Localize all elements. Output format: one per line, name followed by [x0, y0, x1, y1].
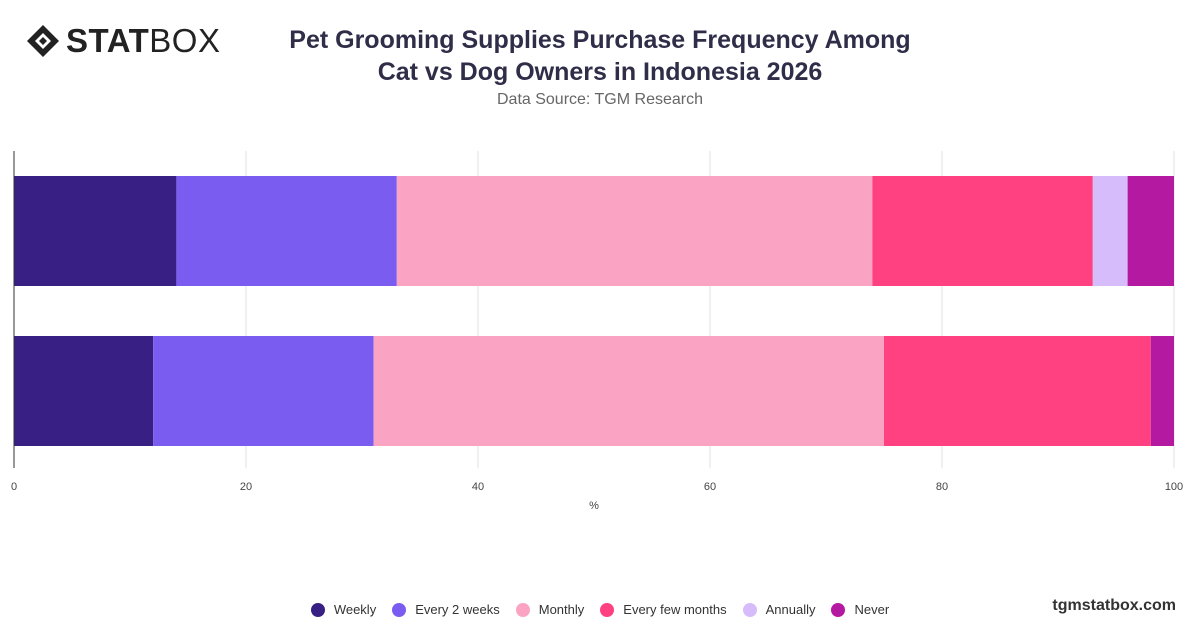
legend-label: Every 2 weeks [415, 602, 500, 617]
bar-segment [153, 336, 374, 446]
legend-label: Every few months [623, 602, 727, 617]
legend-item: Weekly [310, 602, 377, 617]
bar-segment [14, 336, 154, 446]
logo-diamond-icon [27, 25, 59, 57]
legend-item: Never [831, 602, 889, 617]
x-tick-label: 0 [11, 481, 17, 493]
chart-title-line-2: Cat vs Dog Owners in Indonesia 2026 [377, 58, 823, 86]
legend-swatch [392, 602, 407, 617]
legend-item: Every 2 weeks [392, 602, 500, 617]
bar-segment [1150, 336, 1174, 446]
bar-segment [176, 176, 397, 286]
legend-item: Every few months [600, 602, 727, 617]
legend-swatch [742, 602, 757, 617]
logo-text-bold: STAT [66, 22, 150, 59]
bar-segment [1092, 176, 1128, 286]
chart-plot: 0 20 40 60 80 100% [11, 151, 1183, 512]
legend-label: Weekly [333, 602, 377, 617]
x-axis-label: % [589, 500, 599, 512]
legend-label: Monthly [538, 602, 585, 617]
x-tick-label: 20 [240, 481, 252, 493]
x-tick-label: 60 [704, 481, 716, 493]
bar-segment [373, 336, 884, 446]
bar-segment [396, 176, 873, 286]
chart-legend: Weekly Every 2 weeks Monthly Every few mont… [0, 602, 1200, 617]
bar-segment [1127, 176, 1174, 286]
bar-segment [884, 336, 1151, 446]
legend-swatch [310, 602, 325, 617]
brand-logo: STATBOX [26, 22, 220, 60]
logo-text-light: BOX [149, 22, 221, 59]
legend-item: Annually [742, 602, 816, 617]
legend-label: Never [854, 602, 890, 617]
bar-segment [872, 176, 1093, 286]
legend-swatch [600, 602, 615, 617]
x-tick-label: 80 [936, 481, 948, 493]
legend-label: Annually [765, 602, 816, 617]
x-tick-label: 40 [472, 481, 484, 493]
x-tick-label: 100 [1165, 481, 1183, 493]
legend-item: Monthly [515, 602, 585, 617]
legend-swatch [831, 602, 846, 617]
chart-title-line-1: Pet Grooming Supplies Purchase Frequency… [289, 26, 911, 54]
logo-text: STATBOX [66, 22, 220, 60]
footer-site: tgmstatbox.com [1052, 597, 1176, 614]
legend-swatch [515, 602, 530, 617]
bar-segment [14, 176, 177, 286]
chart-title: Pet Grooming Supplies Purchase Frequency… [250, 24, 950, 88]
chart-subtitle: Data Source: TGM Research [496, 91, 703, 108]
